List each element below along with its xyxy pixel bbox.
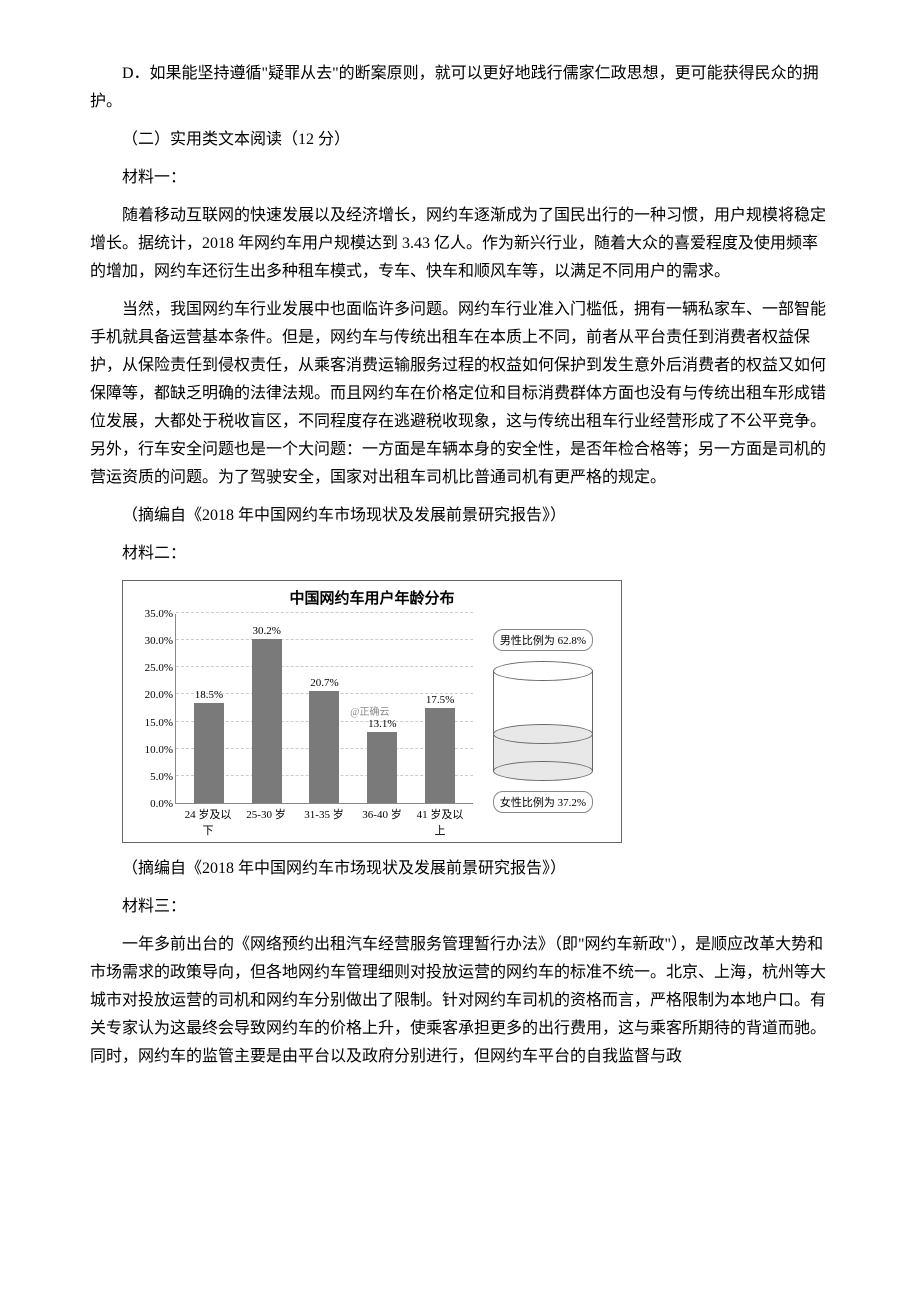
bar [252,639,282,803]
cylinder-top-ellipse [493,661,593,681]
material-1-label: 材料一： [90,164,830,192]
female-ratio-label: 女性比例为 37.2% [493,791,593,813]
bar-column: 13.1% [356,718,408,803]
chart-watermark: @正确云 [348,703,391,718]
bars-container: 18.5% 30.2% 20.7% 13.1% 17.5% [176,614,473,803]
y-tick-label: 15.0% [145,717,173,729]
bar-column: 17.5% [414,694,466,803]
material-3-para-1: 一年多前出台的《网络预约出租汽车经营服务管理暂行办法》（即"网约车新政"），是顺… [90,931,830,1071]
material-1-para-1: 随着移动互联网的快速发展以及经济增长，网约车逐渐成为了国民出行的一种习惯，用户规… [90,202,830,286]
bar-value-label: 17.5% [426,694,454,706]
y-tick-label: 20.0% [145,689,173,701]
material-3-label: 材料三： [90,893,830,921]
x-tick-label: 41 岁及以上 [414,806,466,838]
age-distribution-chart: 中国网约车用户年龄分布 35.0% 30.0% 25.0% 20.0% 15.0% 10.… [122,580,622,843]
material-2-source: （摘编自《2018 年中国网约车市场现状及发展前景研究报告》） [90,855,830,883]
bar [309,691,339,803]
x-axis: 24 岁及以下25-30 岁31-35 岁36-40 岁41 岁及以上 [175,804,473,838]
cylinder-bottom-ellipse [493,761,593,781]
x-tick-label: 25-30 岁 [240,806,292,838]
plot-grid: 18.5% 30.2% 20.7% 13.1% 17.5% @正确云 [175,614,473,804]
material-2-label: 材料二： [90,540,830,568]
y-axis: 35.0%30.0%25.0%20.0%15.0%10.0%5.0%0.0% [131,614,175,804]
chart-body: 35.0%30.0%25.0%20.0%15.0%10.0%5.0%0.0% 1… [131,614,613,838]
x-tick-label: 24 岁及以下 [182,806,234,838]
y-tick-label: 0.0% [150,798,173,810]
y-tick-label: 30.0% [145,635,173,647]
gridline [176,612,473,613]
y-tick-label: 25.0% [145,662,173,674]
material-1-source: （摘编自《2018 年中国网约车市场现状及发展前景研究报告》） [90,502,830,530]
chart-title: 中国网约车用户年龄分布 [131,587,613,608]
y-tick-label: 5.0% [150,771,173,783]
cylinder-mid-ellipse [493,724,593,744]
gender-cylinder [493,661,593,781]
para-d-option: D．如果能坚持遵循"疑罪从去"的断案原则，就可以更好地践行儒家仁政思想，更可能获… [90,60,830,116]
bar-chart-area: 35.0%30.0%25.0%20.0%15.0%10.0%5.0%0.0% 1… [131,614,473,838]
bar-column: 20.7% [298,677,350,803]
bar-column: 18.5% [183,689,235,803]
bar [367,732,397,803]
bar [425,708,455,803]
bar-value-label: 18.5% [195,689,223,701]
x-tick-label: 31-35 岁 [298,806,350,838]
section-heading: （二）实用类文本阅读（12 分） [90,126,830,154]
x-tick-label: 36-40 岁 [356,806,408,838]
bar-value-label: 30.2% [252,625,280,637]
bar-column: 30.2% [241,625,293,803]
bar-value-label: 13.1% [368,718,396,730]
gender-cylinder-area: 男性比例为 62.8% 女性比例为 37.2% [473,614,613,838]
y-tick-label: 10.0% [145,744,173,756]
document-content: D．如果能坚持遵循"疑罪从去"的断案原则，就可以更好地践行儒家仁政思想，更可能获… [90,60,830,1071]
y-tick-label: 35.0% [145,608,173,620]
bar-value-label: 20.7% [310,677,338,689]
material-1-para-2: 当然，我国网约车行业发展中也面临许多问题。网约车行业准入门槛低，拥有一辆私家车、… [90,296,830,492]
bar-plot: 35.0%30.0%25.0%20.0%15.0%10.0%5.0%0.0% 1… [131,614,473,804]
bar [194,703,224,803]
male-ratio-label: 男性比例为 62.8% [493,629,593,651]
